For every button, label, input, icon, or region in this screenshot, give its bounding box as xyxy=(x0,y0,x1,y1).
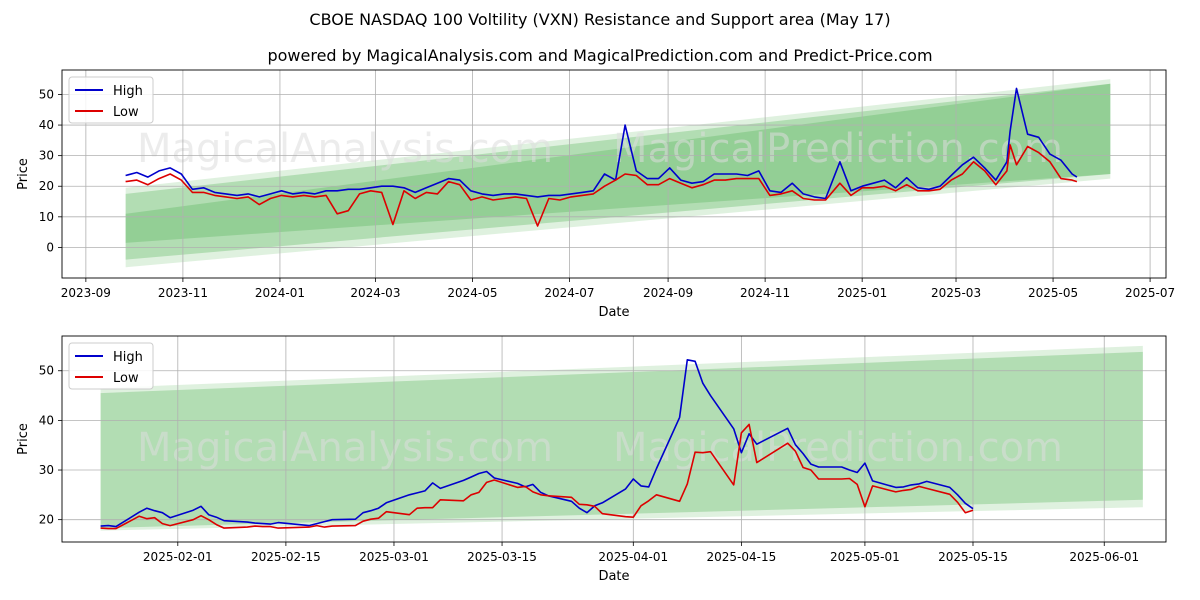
x-tick-label: 2025-04-01 xyxy=(598,550,668,564)
x-tick-label: 2025-05-15 xyxy=(938,550,1008,564)
x-tick-label: 2023-11 xyxy=(158,286,208,300)
y-tick-label: 30 xyxy=(39,149,54,163)
series-line-low xyxy=(100,423,974,530)
legend: High Low xyxy=(68,76,154,124)
chart-panel-2: MagicalAnalysis.com MagicalPrediction.com… xyxy=(16,335,1167,584)
x-tick-label: 2025-03-01 xyxy=(359,550,429,564)
x-tick-label: 2025-05-01 xyxy=(830,550,900,564)
x-tick-label: 2024-11 xyxy=(740,286,790,300)
x-tick-label: 2025-03 xyxy=(931,286,981,300)
x-tick-label: 2024-01 xyxy=(255,286,305,300)
chart-title: CBOE NASDAQ 100 Voltility (VXN) Resistan… xyxy=(309,10,891,29)
legend-label: High xyxy=(113,84,143,99)
y-tick-label: 30 xyxy=(39,463,54,477)
chart-panel-1: MagicalAnalysis.com MagicalPrediction.com… xyxy=(16,69,1175,320)
axes-frame xyxy=(61,335,1167,543)
y-axis-label: Price xyxy=(16,158,31,190)
legend-label: High xyxy=(113,350,143,365)
legend-label: Low xyxy=(113,371,139,386)
series-line-high xyxy=(100,358,974,528)
x-tick-label: 2024-05 xyxy=(447,286,497,300)
x-tick-label: 2025-07 xyxy=(1125,286,1175,300)
x-tick-label: 2025-04-15 xyxy=(707,550,777,564)
x-tick-label: 2024-09 xyxy=(643,286,693,300)
x-tick-label: 2024-03 xyxy=(350,286,400,300)
series-group xyxy=(125,87,1078,227)
y-tick-label: 0 xyxy=(46,240,54,254)
x-tick-label: 2025-06-01 xyxy=(1069,550,1139,564)
watermark-text: MagicalAnalysis.com xyxy=(137,126,553,172)
y-tick-label: 40 xyxy=(39,118,54,132)
legend: High Low xyxy=(68,342,154,390)
legend-label: Low xyxy=(113,105,139,120)
series-group xyxy=(100,358,974,530)
y-tick-label: 10 xyxy=(39,210,54,224)
x-axis-label: Date xyxy=(598,305,629,320)
x-axis-label: Date xyxy=(598,569,629,584)
y-tick-label: 50 xyxy=(39,87,54,101)
y-tick-label: 40 xyxy=(39,413,54,427)
x-tick-label: 2025-02-01 xyxy=(143,550,213,564)
chart-subtitle: powered by MagicalAnalysis.com and Magic… xyxy=(267,46,933,65)
y-tick-label: 20 xyxy=(39,513,54,527)
series-line-low xyxy=(125,144,1078,227)
y-axis-label: Price xyxy=(16,423,31,455)
x-tick-label: 2025-01 xyxy=(837,286,887,300)
y-tick-label: 50 xyxy=(39,364,54,378)
x-tick-label: 2025-03-15 xyxy=(467,550,537,564)
x-tick-label: 2024-07 xyxy=(544,286,594,300)
support-resistance-band xyxy=(125,79,1111,268)
watermark-text: MagicalPrediction.com xyxy=(613,425,1063,471)
x-tick-label: 2025-05 xyxy=(1028,286,1078,300)
x-tick-label: 2025-02-15 xyxy=(251,550,321,564)
axes-frame xyxy=(61,69,1167,279)
series-line-high xyxy=(125,87,1078,200)
x-tick-label: 2023-09 xyxy=(61,286,111,300)
watermark-text: MagicalAnalysis.com xyxy=(137,425,553,471)
y-tick-label: 20 xyxy=(39,179,54,193)
watermark-text: MagicalPrediction.com xyxy=(613,126,1063,172)
support-resistance-band xyxy=(125,83,1111,260)
